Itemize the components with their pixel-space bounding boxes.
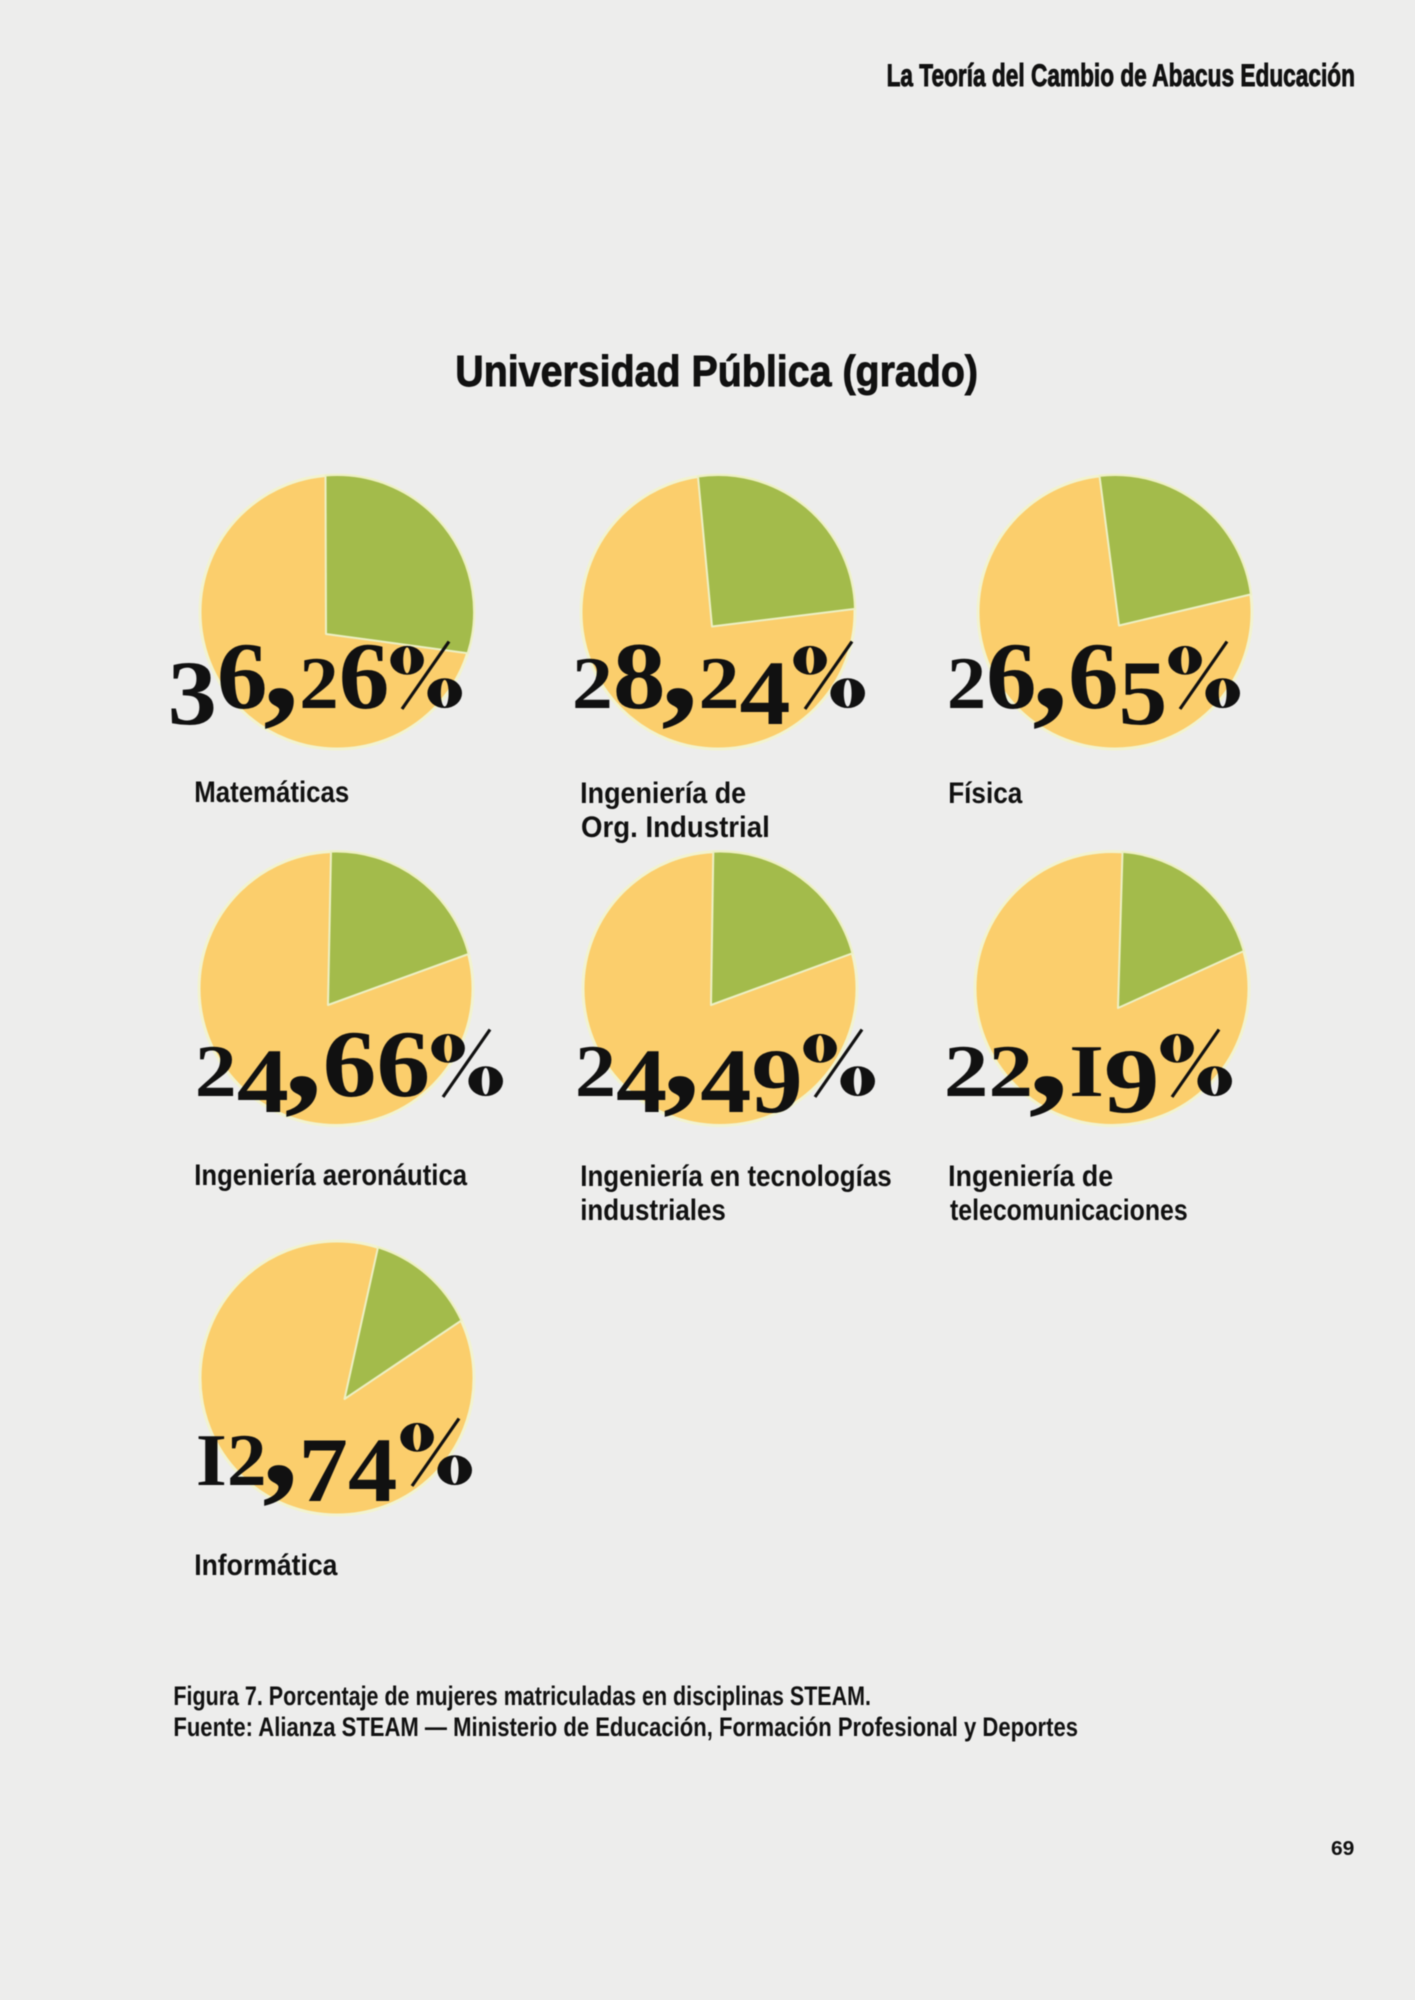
svg-text:I2,74: I2,74: [196, 1366, 397, 1522]
svg-text:Informática: Informática: [194, 1549, 338, 1582]
svg-text:69: 69: [1331, 1837, 1354, 1859]
svg-text:La Teoría del Cambio de Abacus: La Teoría del Cambio de Abacus Educación: [887, 57, 1355, 93]
svg-text:Matemáticas: Matemáticas: [194, 775, 349, 808]
svg-text:28,24: 28,24: [572, 588, 791, 745]
svg-text:industriales: industriales: [580, 1193, 726, 1226]
svg-text:Física: Física: [948, 777, 1023, 810]
svg-text:24,66: 24,66: [195, 976, 430, 1132]
svg-text:telecomunicaciones: telecomunicaciones: [950, 1193, 1188, 1226]
svg-text:Ingeniería en tecnologías: Ingeniería en tecnologías: [580, 1159, 891, 1192]
svg-text:Org. Industrial: Org. Industrial: [581, 811, 770, 844]
svg-text:36,26: 36,26: [168, 589, 390, 744]
svg-text:24,49: 24,49: [575, 976, 803, 1133]
svg-text:Figura 7. Porcentaje de mujere: Figura 7. Porcentaje de mujeres matricul…: [173, 1682, 871, 1712]
svg-text:Fuente: Alianza STEAM — Minist: Fuente: Alianza STEAM — Ministerio de Ed…: [173, 1713, 1078, 1743]
svg-text:Ingeniería aeronáutica: Ingeniería aeronáutica: [194, 1158, 467, 1191]
svg-text:Universidad Pública (grado): Universidad Pública (grado): [455, 346, 978, 395]
svg-text:22,I9: 22,I9: [944, 977, 1160, 1133]
svg-text:Ingeniería de: Ingeniería de: [580, 776, 746, 809]
svg-text:Ingeniería de: Ingeniería de: [948, 1160, 1113, 1192]
svg-text:26,65: 26,65: [947, 589, 1168, 745]
